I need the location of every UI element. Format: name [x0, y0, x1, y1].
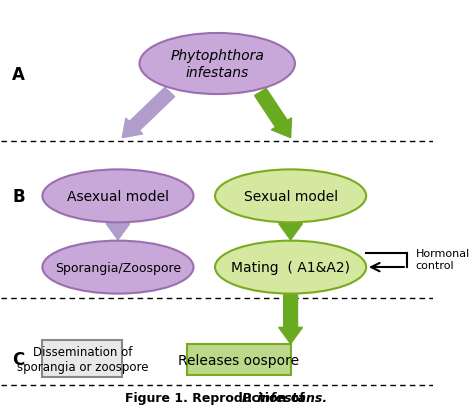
Text: Hormonal
control: Hormonal control: [416, 249, 470, 270]
Text: A: A: [12, 65, 25, 83]
Text: B: B: [12, 187, 25, 205]
Ellipse shape: [139, 34, 295, 95]
Text: Releases oospore: Releases oospore: [178, 353, 300, 367]
Text: Sexual model: Sexual model: [244, 189, 337, 203]
Text: Dissemination of
sporangia or zoospore: Dissemination of sporangia or zoospore: [17, 345, 148, 373]
FancyBboxPatch shape: [187, 345, 291, 375]
Text: C: C: [12, 350, 25, 368]
Ellipse shape: [42, 241, 193, 294]
FancyBboxPatch shape: [42, 341, 122, 377]
FancyArrow shape: [279, 223, 302, 240]
Text: P. infestans.: P. infestans.: [242, 391, 327, 404]
Text: Phytophthora
infestans: Phytophthora infestans: [170, 49, 264, 79]
Ellipse shape: [215, 170, 366, 223]
Text: Asexual model: Asexual model: [67, 189, 169, 203]
Text: Sporangia/Zoospore: Sporangia/Zoospore: [55, 261, 181, 274]
FancyArrow shape: [122, 88, 174, 138]
FancyArrow shape: [106, 223, 130, 240]
FancyArrow shape: [279, 294, 302, 344]
Ellipse shape: [215, 241, 366, 294]
Text: Mating  ( A1&A2): Mating ( A1&A2): [231, 261, 350, 274]
FancyArrow shape: [255, 89, 292, 138]
Text: Figure 1. Reproduction of: Figure 1. Reproduction of: [125, 391, 309, 404]
Ellipse shape: [42, 170, 193, 223]
